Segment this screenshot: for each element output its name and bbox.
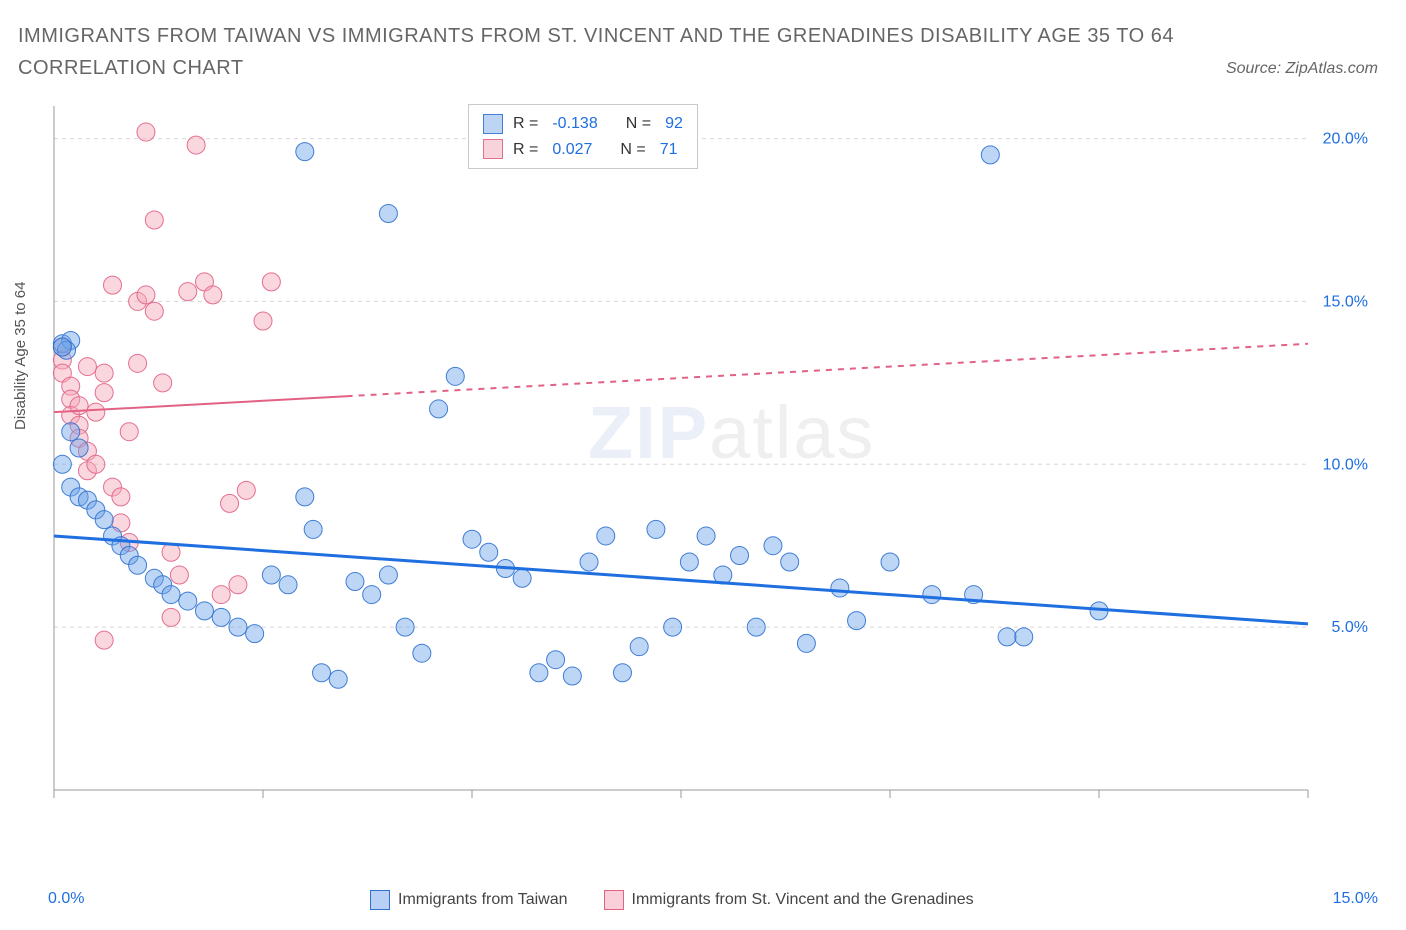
series-legend: Immigrants from Taiwan Immigrants from S… <box>370 890 974 910</box>
r-value: -0.138 <box>552 111 597 137</box>
scatter-svg: 5.0% 10.0% 15.0% 20.0% <box>48 100 1378 820</box>
n-value: 92 <box>665 111 683 137</box>
n-label: N = <box>626 111 651 137</box>
svg-text:15.0%: 15.0% <box>1323 293 1368 310</box>
legend-swatch-icon <box>483 139 503 159</box>
svg-text:5.0%: 5.0% <box>1332 619 1368 636</box>
x-axis-min-label: 0.0% <box>48 890 84 908</box>
x-axis-max-label: 15.0% <box>1333 890 1378 908</box>
legend-row: R = 0.027 N = 71 <box>483 137 683 163</box>
correlation-legend: R = -0.138 N = 92 R = 0.027 N = 71 <box>468 104 698 169</box>
svg-text:10.0%: 10.0% <box>1323 456 1368 473</box>
legend-swatch-icon <box>370 890 390 910</box>
chart-title: IMMIGRANTS FROM TAIWAN VS IMMIGRANTS FRO… <box>18 20 1286 84</box>
n-label: N = <box>620 137 645 163</box>
y-axis-label: Disability Age 35 to 64 <box>12 282 29 430</box>
n-value: 71 <box>660 137 678 163</box>
source-attribution: Source: ZipAtlas.com <box>1226 60 1378 78</box>
legend-label: Immigrants from Taiwan <box>398 891 568 909</box>
r-label: R = <box>513 137 538 163</box>
legend-swatch-icon <box>604 890 624 910</box>
svg-text:20.0%: 20.0% <box>1323 131 1368 148</box>
chart-container: IMMIGRANTS FROM TAIWAN VS IMMIGRANTS FRO… <box>0 0 1406 930</box>
plot-area: 5.0%10.0%15.0%20.0% ZIPatlas R = -0.138 … <box>48 100 1378 820</box>
legend-swatch-icon <box>483 114 503 134</box>
legend-row: R = -0.138 N = 92 <box>483 111 683 137</box>
legend-item: Immigrants from Taiwan <box>370 890 568 910</box>
r-value: 0.027 <box>552 137 592 163</box>
legend-label: Immigrants from St. Vincent and the Gren… <box>632 891 974 909</box>
legend-item: Immigrants from St. Vincent and the Gren… <box>604 890 974 910</box>
r-label: R = <box>513 111 538 137</box>
